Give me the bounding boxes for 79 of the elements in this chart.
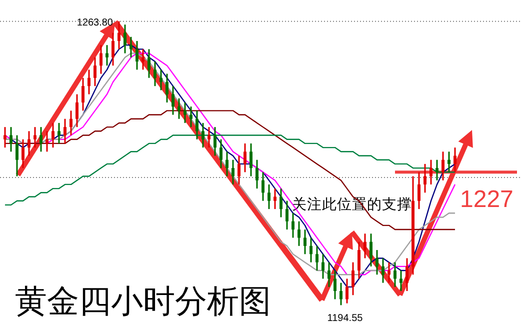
candlestick [244, 142, 246, 173]
candlestick [28, 130, 30, 157]
candlestick [268, 184, 270, 210]
candlestick [406, 257, 408, 292]
candlestick [202, 122, 204, 148]
candlestick [304, 228, 306, 255]
candlestick [172, 85, 174, 116]
candlestick [448, 150, 450, 173]
candlestick [424, 163, 426, 194]
candlestick [4, 126, 6, 148]
candlestick [22, 138, 24, 169]
candlestick [208, 126, 210, 148]
candlestick [376, 249, 378, 276]
candlestick [346, 278, 348, 304]
candlestick [382, 257, 384, 284]
candlestick [46, 130, 48, 152]
ref-line-label: 1227 [460, 186, 514, 214]
candlestick [430, 159, 432, 186]
candlestick [214, 126, 216, 157]
candlestick [256, 159, 258, 190]
candlestick [88, 68, 90, 96]
candlestick [184, 102, 186, 124]
candlestick [274, 188, 276, 210]
candlestick [148, 48, 150, 79]
candlestick [154, 60, 156, 87]
candlestick [118, 20, 120, 50]
candlestick [340, 282, 342, 306]
candlestick [316, 245, 318, 272]
candlestick [94, 56, 96, 87]
candlestick [280, 188, 282, 218]
candlestick [124, 24, 126, 54]
candlestick [52, 122, 54, 148]
candlestick [34, 126, 36, 148]
candlestick [370, 232, 372, 268]
annotation: 1263.80 [76, 17, 114, 28]
candlestick [232, 159, 234, 186]
candlestick [352, 262, 354, 296]
candlestick [10, 126, 12, 152]
candlestick [64, 118, 66, 144]
candlestick [322, 253, 324, 280]
candlestick [250, 142, 252, 177]
candlestick [286, 200, 288, 230]
candlestick [100, 44, 102, 75]
candlestick [226, 150, 228, 177]
candlestick [136, 40, 138, 70]
text: 黄金四小时分析图 [15, 282, 271, 320]
candlestick [310, 236, 312, 264]
candlestick [130, 36, 132, 58]
candlestick [70, 110, 72, 136]
candlestick [298, 220, 300, 247]
candlestick [166, 73, 168, 104]
candlestick [388, 262, 390, 284]
candlestick [442, 150, 444, 182]
candlestick [142, 48, 144, 70]
candlestick [82, 77, 84, 112]
candlestick [220, 138, 222, 169]
candlestick [196, 110, 198, 140]
candlestick [178, 98, 180, 120]
candlestick [40, 126, 42, 152]
candlestick [400, 270, 402, 292]
candlestick [190, 106, 192, 128]
candlestick [112, 32, 114, 66]
candlestick [328, 262, 330, 288]
candlestick [418, 171, 420, 210]
candlestick [76, 94, 78, 128]
candlestick [106, 44, 108, 66]
candlestick [436, 159, 438, 182]
candlestick [358, 241, 360, 280]
candlestick [454, 146, 456, 173]
annotation: 1194.55 [327, 313, 364, 324]
candlestick [262, 171, 264, 202]
candlestick [238, 155, 240, 186]
candlestick [16, 134, 18, 177]
candlestick [394, 262, 396, 288]
candlestick [160, 68, 162, 91]
candlestick [364, 232, 366, 259]
candlestick [292, 212, 294, 238]
candlestick [334, 270, 336, 300]
candlestick [58, 122, 60, 144]
